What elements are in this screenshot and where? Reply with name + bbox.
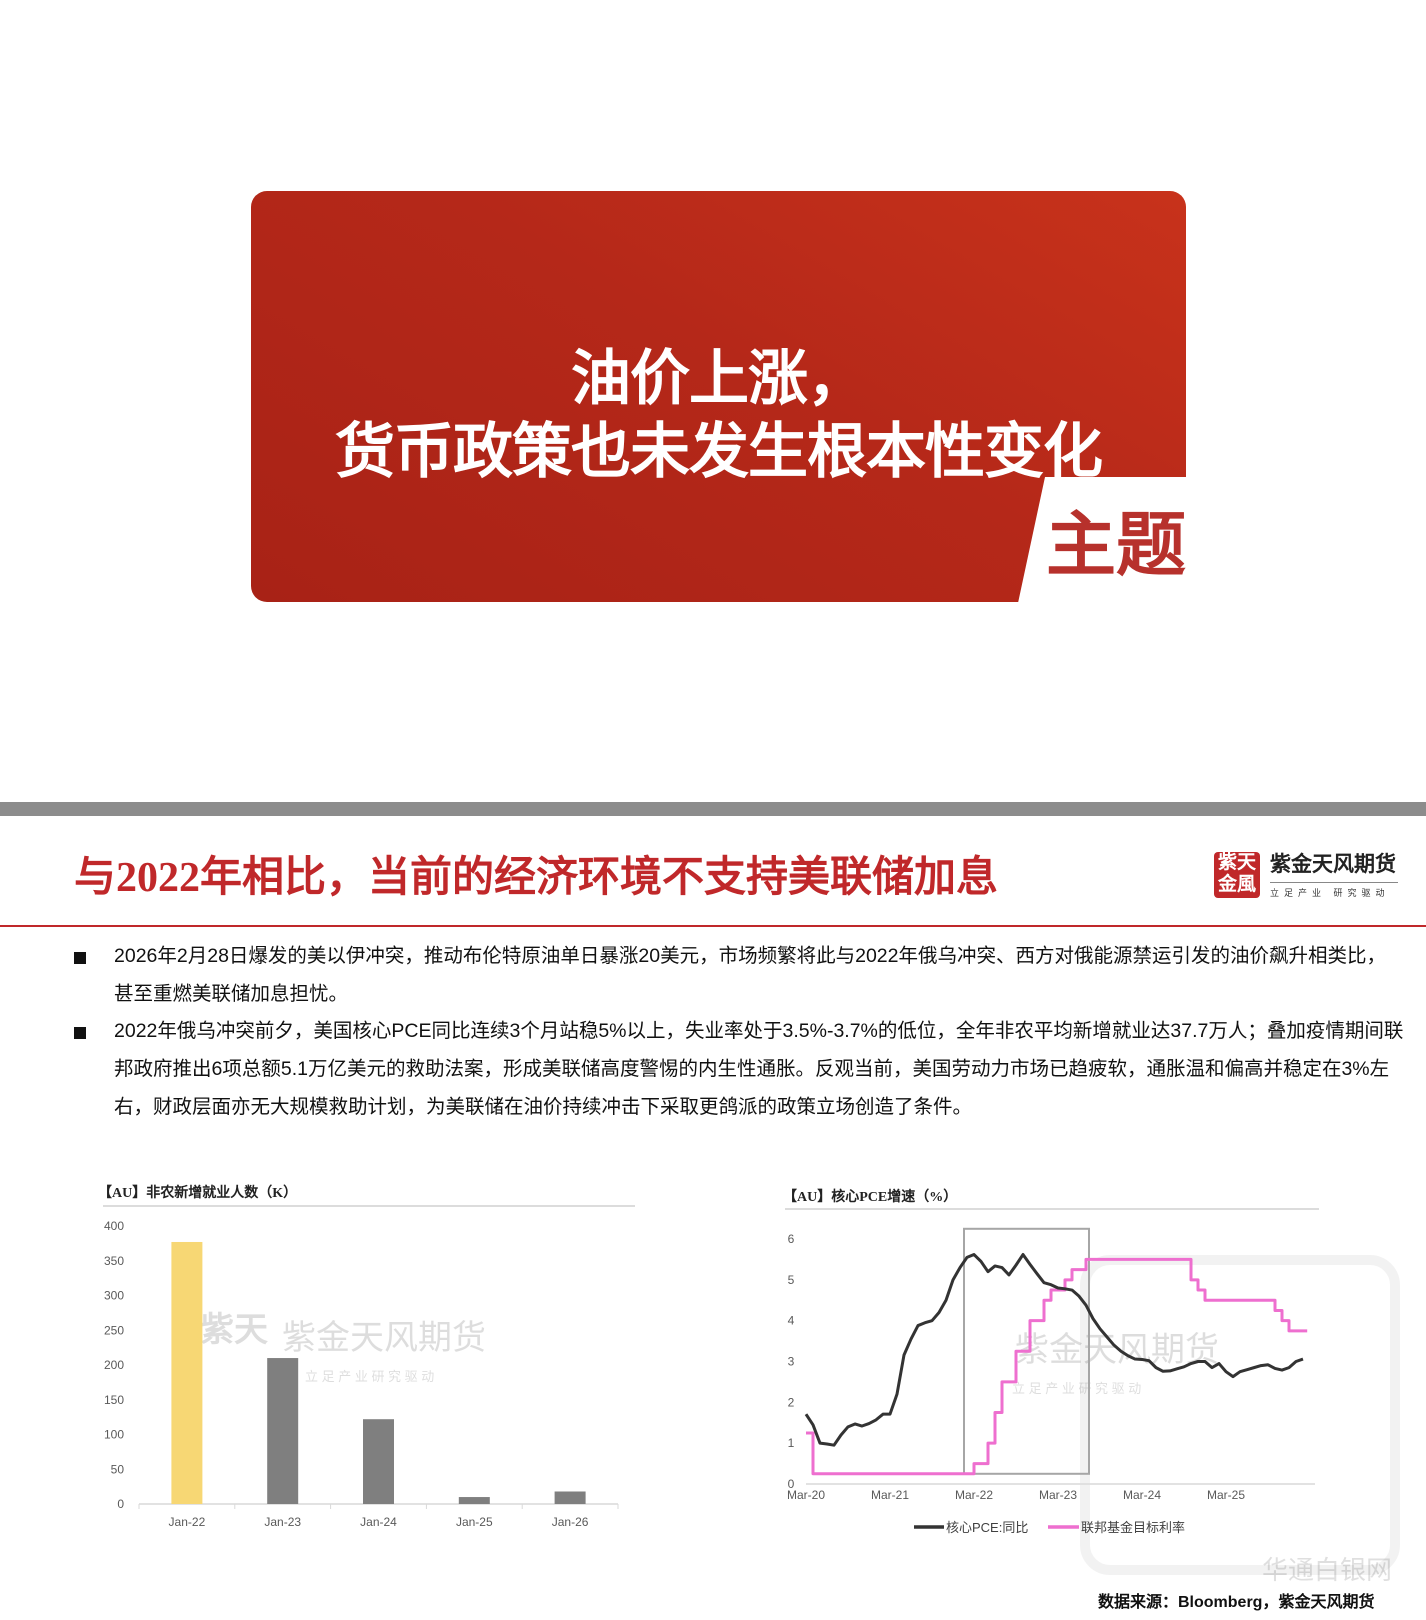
watermark-stamp bbox=[1080, 1255, 1400, 1575]
logo-rule bbox=[1270, 882, 1398, 883]
logo-name: 紫金天风期货 bbox=[1270, 853, 1396, 876]
legend-label-fed-funds: 联邦基金目标利率 bbox=[1081, 1520, 1185, 1535]
cover-card-notch bbox=[1015, 477, 1215, 617]
bar-jan-23 bbox=[267, 1358, 299, 1504]
highlight-box bbox=[963, 1227, 1090, 1475]
bar-jan-24 bbox=[363, 1419, 394, 1504]
y-tick-label: 1 bbox=[788, 1436, 795, 1450]
y-tick-label: 3 bbox=[788, 1355, 795, 1369]
data-source: 数据来源：Bloomberg，紫金天风期货 bbox=[1098, 1594, 1375, 1611]
x-tick-label: Mar-25 bbox=[1207, 1488, 1245, 1502]
y-tick-label: 300 bbox=[104, 1289, 124, 1303]
y-tick-label: 350 bbox=[104, 1254, 124, 1268]
series-core-pce-line bbox=[804, 1253, 1304, 1447]
series-fed-funds-line bbox=[806, 1257, 1308, 1476]
title-underline bbox=[0, 925, 1426, 927]
chart2-title: 【AU】核心PCE增速（%） bbox=[783, 1190, 958, 1205]
x-tick-label: Mar-22 bbox=[955, 1488, 993, 1502]
bar-jan-25 bbox=[458, 1497, 490, 1504]
brand-logo: 紫天金風 紫金天风期货 立足产业 研究驱动 bbox=[1214, 852, 1399, 902]
x-tick-label: Jan-24 bbox=[360, 1515, 397, 1529]
x-tick-label: Mar-21 bbox=[871, 1488, 909, 1502]
legend-label-core-pce: 核心PCE:同比 bbox=[946, 1520, 1028, 1535]
x-tick-label: Mar-23 bbox=[1039, 1488, 1077, 1502]
logo-seal: 紫天金風 bbox=[1214, 852, 1260, 898]
x-tick-label: Jan-22 bbox=[169, 1515, 206, 1529]
y-tick-label: 5 bbox=[788, 1273, 795, 1287]
x-tick-label: Mar-24 bbox=[1123, 1488, 1161, 1502]
bullet-text: 2026年2月28日爆发的美以伊冲突，推动布伦特原油单日暴涨20美元，市场频繁将… bbox=[114, 945, 1386, 1005]
x-tick-label: Mar-20 bbox=[787, 1488, 825, 1502]
x-tick-label: Jan-26 bbox=[552, 1515, 589, 1529]
y-tick-label: 6 bbox=[788, 1232, 795, 1246]
bullet-square-icon bbox=[74, 952, 86, 964]
watermark-slogan: 立 足 产 业 研 究 驱 动 bbox=[1012, 1381, 1142, 1396]
watermark-slogan: 立 足 产 业 研 究 驱 动 bbox=[305, 1369, 435, 1384]
chart1-title: 【AU】非农新增就业人数（K） bbox=[98, 1186, 298, 1201]
x-tick-label: Jan-23 bbox=[264, 1515, 301, 1529]
y-tick-label: 400 bbox=[104, 1219, 124, 1233]
bar-jan-26 bbox=[554, 1491, 586, 1504]
cover-tag: 主题 bbox=[1046, 508, 1186, 585]
watermark-brand: 紫金天风期货 bbox=[1015, 1331, 1219, 1369]
y-tick-label: 50 bbox=[111, 1462, 125, 1476]
y-tick-label: 250 bbox=[104, 1323, 124, 1337]
y-tick-label: 200 bbox=[104, 1358, 124, 1372]
y-tick-label: 2 bbox=[788, 1395, 795, 1409]
logo-slogan: 立足产业 研究驱动 bbox=[1270, 888, 1390, 898]
bullet-text: 2022年俄乌冲突前夕，美国核心PCE同比连续3个月站稳5%以上，失业率处于3.… bbox=[114, 1020, 1404, 1118]
cover-title-line2: 货币政策也未发生根本性变化 bbox=[335, 419, 1103, 485]
y-tick-label: 150 bbox=[104, 1393, 124, 1407]
x-tick-label: Jan-25 bbox=[456, 1515, 493, 1529]
y-tick-label: 0 bbox=[117, 1497, 124, 1511]
bullet-item: 2022年俄乌冲突前夕，美国核心PCE同比连续3个月站稳5%以上，失业率处于3.… bbox=[74, 1013, 1405, 1126]
slide-title: 与2022年相比，当前的经济环境不支持美联储加息 bbox=[74, 855, 999, 901]
y-tick-label: 100 bbox=[104, 1428, 124, 1442]
bullet-item: 2026年2月28日爆发的美以伊冲突，推动布伦特原油单日暴涨20美元，市场频繁将… bbox=[74, 938, 1405, 1013]
watermark-site: 华通白银网 bbox=[1262, 1555, 1393, 1585]
y-tick-label: 0 bbox=[788, 1477, 795, 1491]
bar-jan-22 bbox=[171, 1241, 203, 1504]
watermark-seal: 紫天 bbox=[200, 1312, 268, 1349]
bullet-list: 2026年2月28日爆发的美以伊冲突，推动布伦特原油单日暴涨20美元，市场频繁将… bbox=[74, 938, 1405, 1127]
cover-card bbox=[251, 191, 1186, 602]
core-pce-line-chart: 0 1 2 3 4 5 6 Mar-20 Mar-21 Mar-22 Mar-23 Mar-24 Mar… bbox=[785, 1208, 1319, 1535]
section-divider bbox=[0, 802, 1426, 816]
nonfarm-bar-chart: 0 50 100 150 200 250 300 350 400 Jan-22 Jan-23 Jan-… bbox=[103, 1205, 635, 1529]
cover-title-line1: 油价上涨， bbox=[571, 346, 867, 412]
watermark-brand: 紫金天风期货 bbox=[282, 1319, 486, 1357]
y-tick-label: 4 bbox=[788, 1314, 795, 1328]
bullet-square-icon bbox=[74, 1027, 86, 1040]
